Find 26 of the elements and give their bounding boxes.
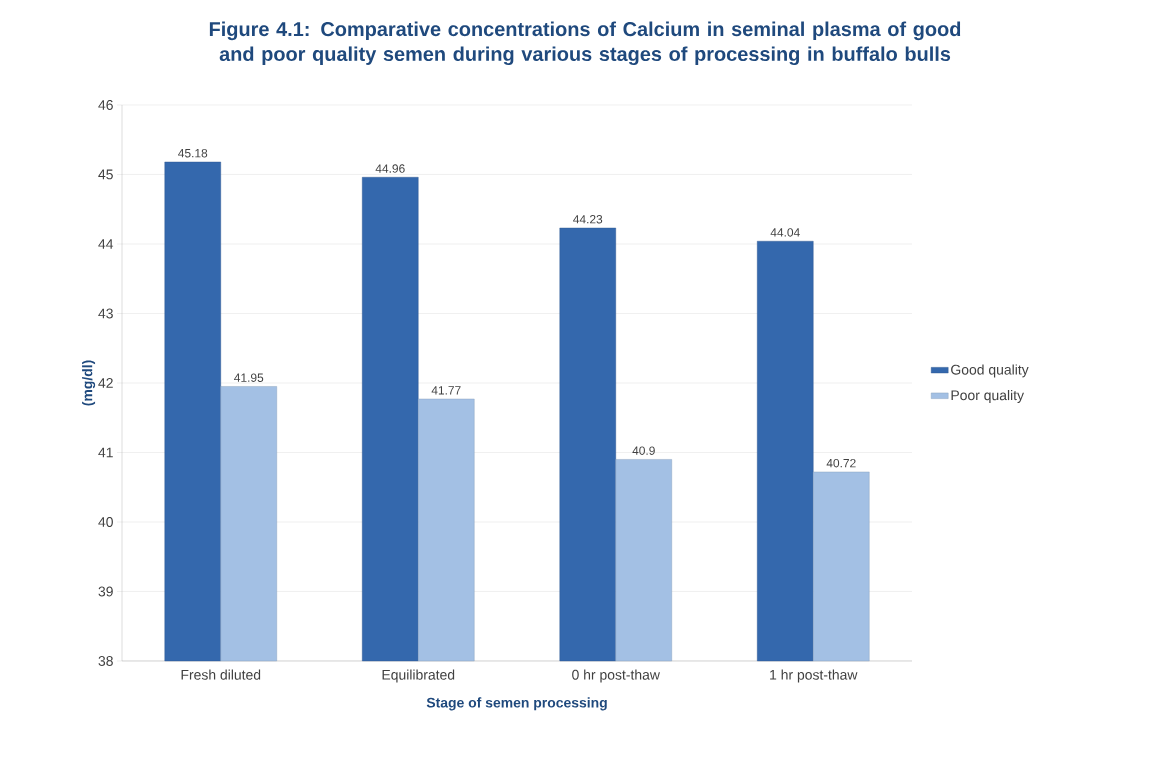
- data-label: 41.95: [234, 373, 264, 382]
- y-tick-label: 40: [98, 517, 113, 527]
- y-tick-label: 41: [98, 447, 113, 458]
- data-label: 40.9: [632, 446, 655, 455]
- x-axis-title: Stage of semen processing: [426, 697, 607, 711]
- data-label: 40.72: [826, 458, 856, 468]
- x-tick-label: 1 hr post-thaw: [770, 669, 858, 683]
- legend-label: Good quality: [951, 364, 1029, 378]
- x-tick-label: 0 hr post-thaw: [572, 669, 660, 683]
- chart-title: Figure 4.1: Comparative concentrations of Calcium in seminal plasma of good and poor quality semen during various stages of processing in buffalo bulls: [209, 21, 961, 66]
- data-label: 44.96: [375, 164, 405, 173]
- y-tick-label: 45: [98, 169, 113, 180]
- y-tick-label: 46: [98, 100, 113, 110]
- y-tick-label: 44: [98, 239, 114, 249]
- data-label: 41.77: [431, 386, 461, 395]
- y-tick-label: 43: [98, 308, 113, 319]
- y-axis-title: (mg/dl): [82, 360, 96, 406]
- x-tick-label: Equilibrated: [382, 669, 455, 683]
- y-tick-label: 42: [98, 378, 113, 388]
- legend-label: Poor quality: [951, 389, 1025, 403]
- data-label: 45.18: [178, 149, 208, 158]
- data-label: 44.04: [770, 228, 800, 237]
- y-tick-label: 38: [98, 656, 113, 666]
- y-tick-label: 39: [98, 586, 113, 597]
- data-label: 44.23: [573, 215, 603, 224]
- x-tick-label: Fresh diluted: [181, 669, 261, 680]
